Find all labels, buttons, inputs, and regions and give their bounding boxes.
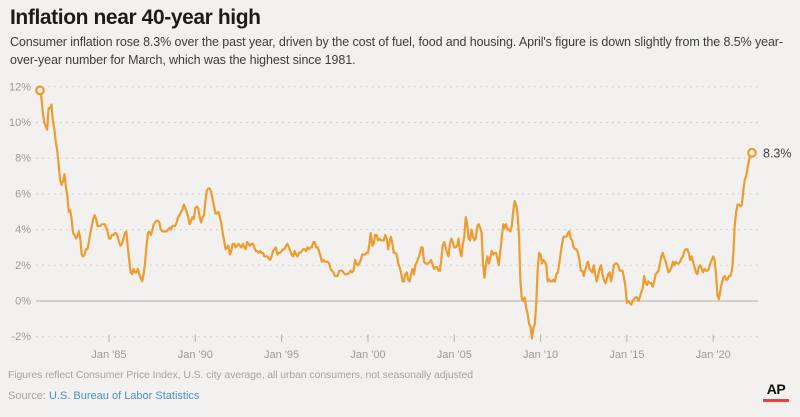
page-title: Inflation near 40-year high bbox=[10, 6, 261, 29]
x-axis-tick-label: Jan '20 bbox=[696, 349, 731, 361]
x-axis-tick-label: Jan '10 bbox=[523, 349, 558, 361]
source-link[interactable]: U.S. Bureau of Labor Statistics bbox=[48, 390, 200, 402]
y-axis-tick-label: 8% bbox=[15, 153, 31, 165]
y-axis-tick-label: -2% bbox=[11, 331, 31, 343]
chart-canvas: 12% 10% 8% 6% 4% 2% 0% -2% Jan '85 Jan '90 Jan '95… bbox=[9, 81, 792, 361]
x-axis-tick-label: Jan '00 bbox=[350, 349, 385, 361]
y-axis-tick-label: 0% bbox=[15, 296, 31, 308]
inflation-line bbox=[38, 89, 754, 340]
ap-logo: AP bbox=[762, 381, 790, 402]
y-axis-tick-label: 2% bbox=[15, 260, 31, 272]
y-axis-tick-label: 10% bbox=[9, 117, 31, 129]
y-axis-tick-label: 6% bbox=[15, 188, 31, 200]
y-axis-tick-label: 12% bbox=[9, 81, 31, 93]
y-axis-tick-label: 4% bbox=[15, 224, 31, 236]
ap-logo-text: AP bbox=[766, 381, 786, 397]
x-axis-tick-label: Jan '85 bbox=[91, 349, 126, 361]
chart-subtitle: Consumer inflation rose 8.3% over the pa… bbox=[10, 35, 783, 68]
x-axis-tick-label: Jan '95 bbox=[264, 349, 299, 361]
inflation-line-chart: 12% 10% 8% 6% 4% 2% 0% -2% Jan '85 Jan '90 Jan '95… bbox=[0, 75, 800, 367]
x-axis-tick-label: Jan '15 bbox=[609, 349, 644, 361]
chart-footnote: Figures reflect Consumer Price Index, U.… bbox=[8, 369, 473, 381]
end-value-label: 8.3% bbox=[763, 146, 792, 160]
source-label: Source: bbox=[8, 390, 46, 402]
x-axis-tick-label: Jan '05 bbox=[437, 349, 472, 361]
source-line: Source: U.S. Bureau of Labor Statistics bbox=[8, 390, 199, 402]
ap-logo-red-bar bbox=[763, 399, 789, 402]
x-axis-tick-label: Jan '90 bbox=[178, 349, 213, 361]
end-point-marker bbox=[747, 147, 757, 158]
start-point-marker bbox=[35, 85, 45, 96]
